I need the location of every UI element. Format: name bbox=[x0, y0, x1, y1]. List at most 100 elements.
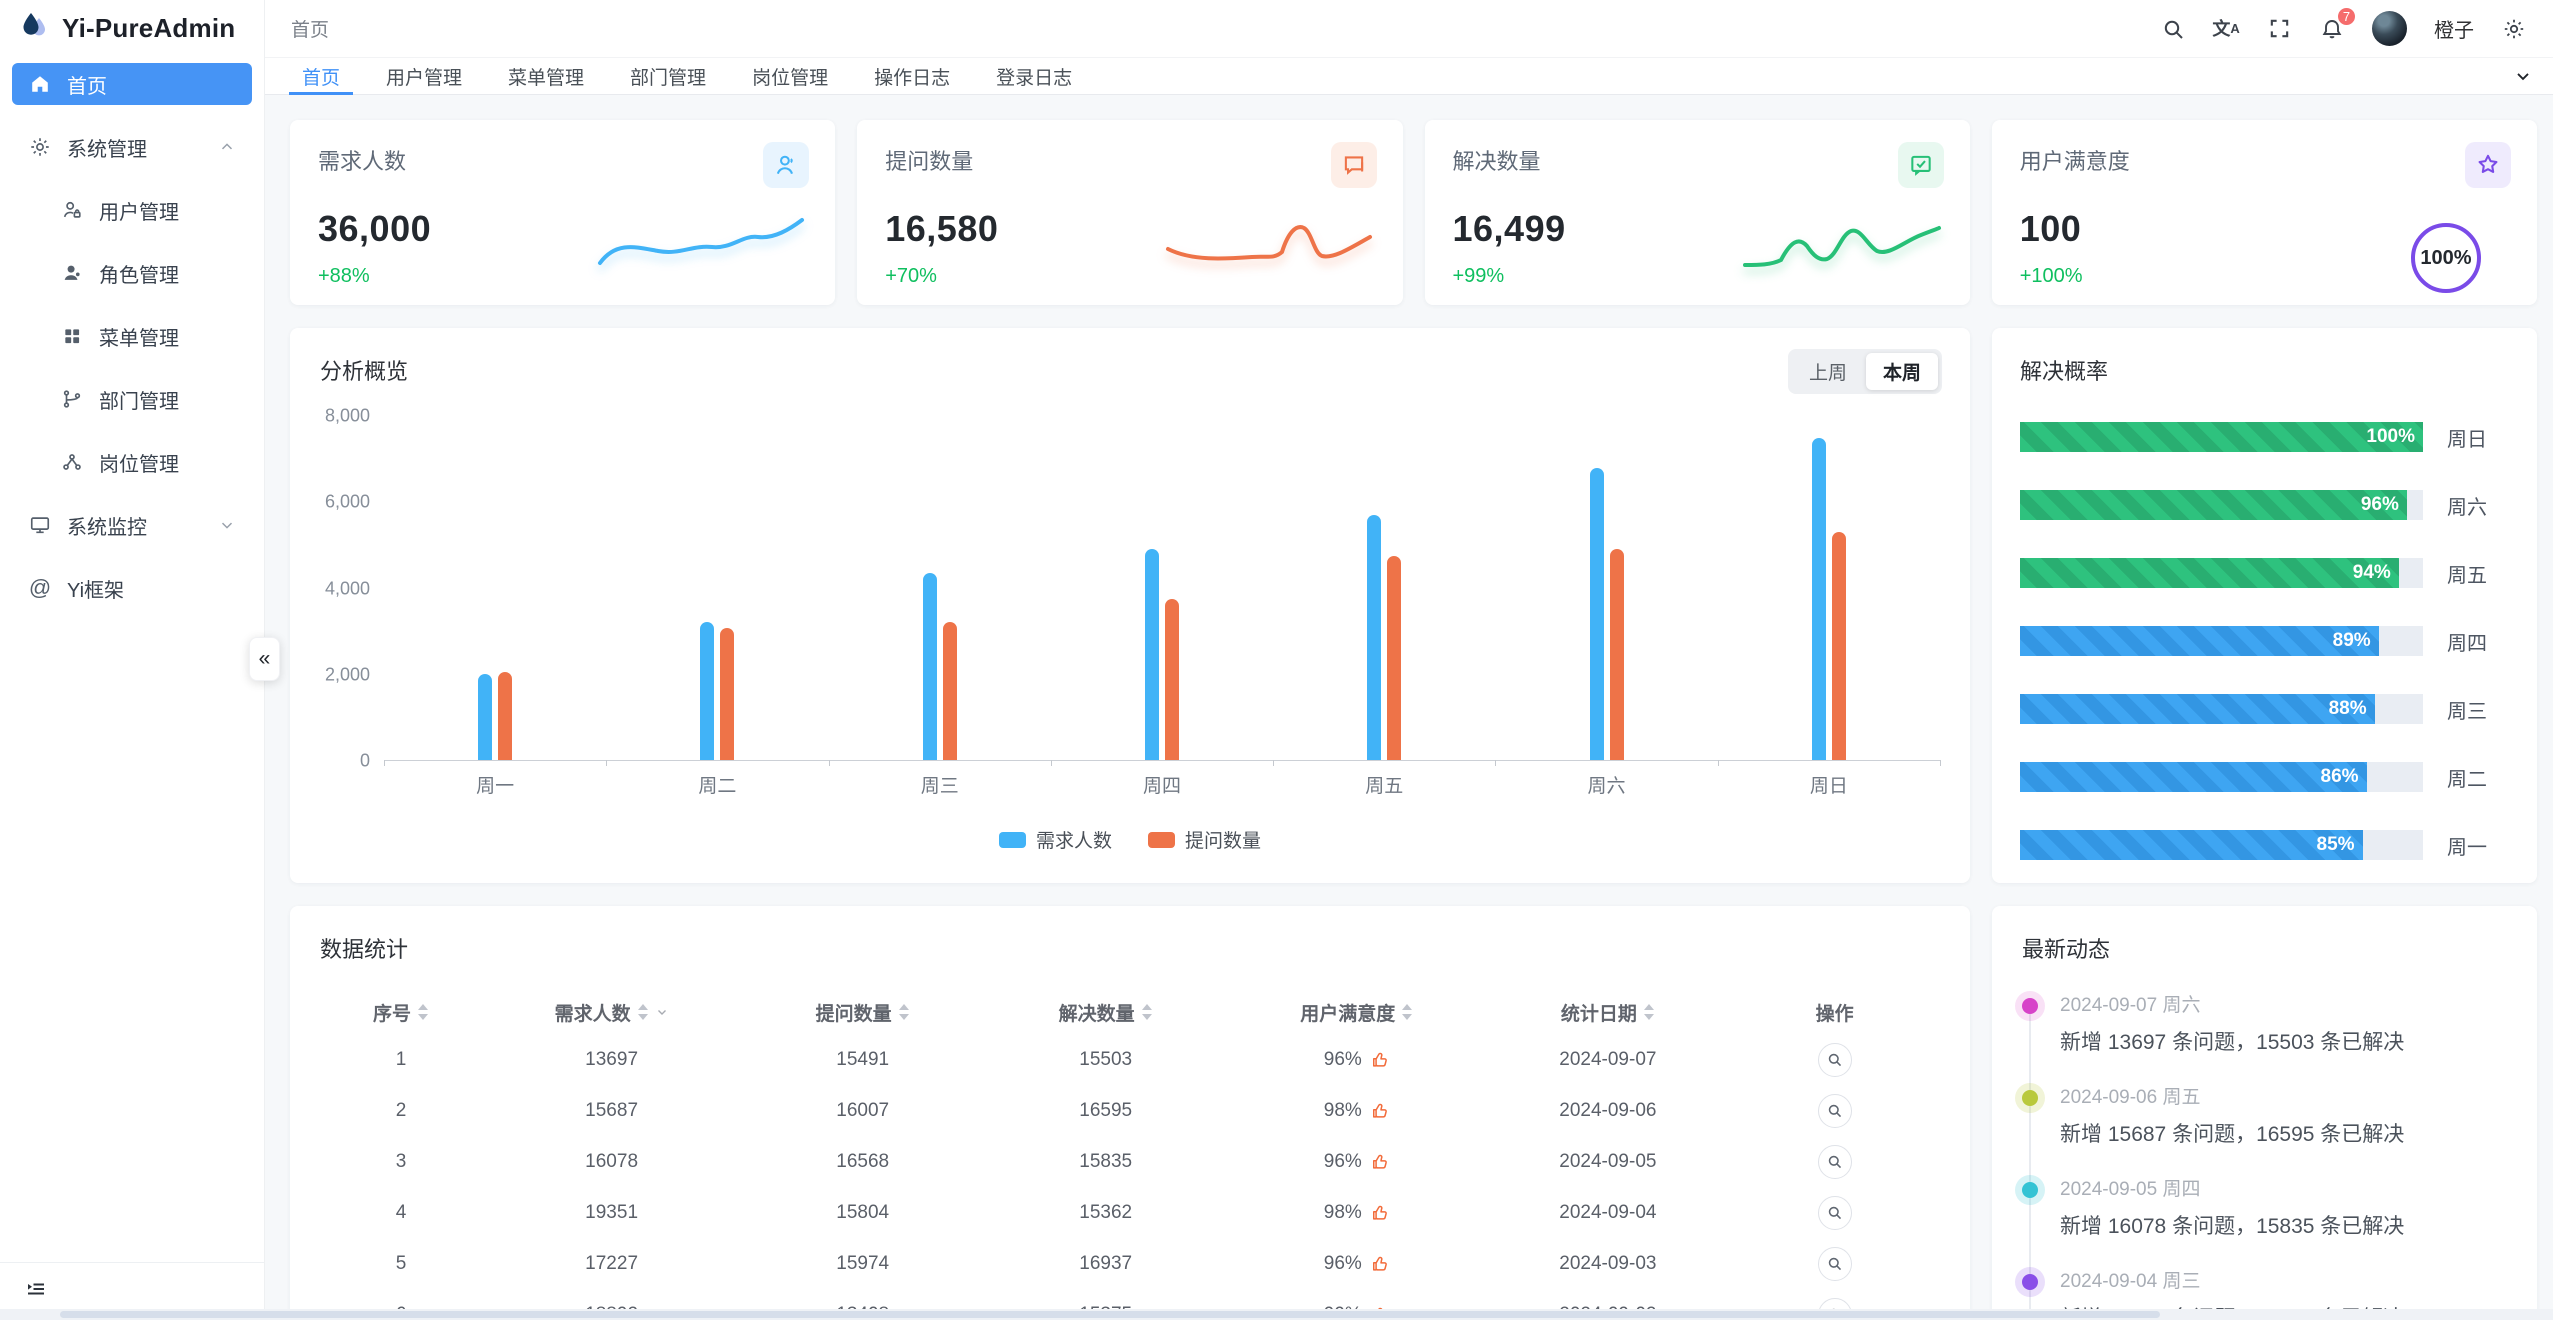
progress-track: 89% bbox=[2020, 626, 2423, 656]
toggle-上周[interactable]: 上周 bbox=[1808, 363, 1847, 384]
sidebar-item-label: 部门管理 bbox=[99, 390, 179, 413]
search-icon[interactable] bbox=[2160, 16, 2186, 42]
sort-carets-icon[interactable] bbox=[1643, 1004, 1655, 1020]
sidebar-item-system-management[interactable]: 系统管理 bbox=[12, 126, 252, 168]
sort-carets-icon[interactable] bbox=[1141, 1004, 1153, 1020]
legend-item-提问数量[interactable]: 提问数量 bbox=[1148, 826, 1261, 853]
notification-badge: 7 bbox=[2336, 5, 2357, 27]
date-cell: 2024-09-05 bbox=[1559, 1150, 1657, 1172]
operation-cell bbox=[1729, 1093, 1940, 1128]
notification-bell-icon[interactable]: 7 bbox=[2319, 5, 2357, 42]
sidebar-collapse-button[interactable]: « bbox=[249, 637, 280, 681]
sidebar-item-label: 用户管理 bbox=[99, 201, 179, 224]
column-header-统计日期[interactable]: 统计日期 bbox=[1486, 999, 1729, 1026]
chart-legend: 需求人数 提问数量 bbox=[320, 826, 1940, 853]
role-user-icon bbox=[60, 261, 84, 285]
tab-1[interactable]: 首页 bbox=[279, 58, 363, 95]
sidebar-item-menu-management[interactable]: 菜单管理 bbox=[12, 315, 252, 357]
legend-item-需求人数[interactable]: 需求人数 bbox=[998, 826, 1112, 853]
filter-chevron-icon[interactable] bbox=[655, 1005, 669, 1019]
sort-carets-icon[interactable] bbox=[637, 1004, 649, 1020]
table-cell: 1 bbox=[395, 1048, 407, 1070]
tab-7[interactable]: 登录日志 bbox=[996, 67, 1073, 89]
y-tick-label: 4,000 bbox=[324, 578, 370, 598]
satisfaction-cell: 96% bbox=[1227, 1049, 1486, 1071]
menu-grid-icon bbox=[60, 324, 84, 348]
tab-menu-chevron-icon[interactable] bbox=[2499, 58, 2547, 94]
sidebar-item-yi-framework[interactable]: @ Yi框架 bbox=[12, 567, 252, 609]
app-logo[interactable]: Yi-PureAdmin bbox=[0, 0, 264, 57]
table-cell: 15491 bbox=[836, 1048, 890, 1070]
column-header-用户满意度[interactable]: 用户满意度 bbox=[1227, 999, 1486, 1026]
thumbs-up-icon bbox=[1372, 1103, 1387, 1118]
stat-cards-row: 需求人数 36,000 +88% 提问数量 bbox=[290, 120, 2537, 305]
progress-row-周六: 96% 周六 bbox=[2020, 490, 2509, 520]
bar-需求人数 bbox=[1811, 437, 1826, 760]
tab-2[interactable]: 用户管理 bbox=[386, 67, 463, 89]
sidebar-fold-icon[interactable] bbox=[24, 1277, 48, 1306]
view-detail-button[interactable] bbox=[1817, 1246, 1852, 1281]
sort-carets-icon[interactable] bbox=[1401, 1004, 1413, 1020]
avatar[interactable] bbox=[2372, 11, 2407, 46]
view-detail-button[interactable] bbox=[1817, 1093, 1852, 1128]
axis-tick bbox=[384, 760, 385, 766]
legend-swatch bbox=[998, 831, 1026, 848]
progress-row-周日: 100% 周日 bbox=[2020, 422, 2509, 452]
sidebar-item-label: 菜单管理 bbox=[99, 327, 179, 350]
sidebar-item-system-monitor[interactable]: 系统监控 bbox=[12, 504, 252, 546]
column-header-序号[interactable]: 序号 bbox=[320, 999, 482, 1026]
username[interactable]: 橙子 bbox=[2434, 20, 2474, 42]
bar-groups bbox=[384, 416, 1940, 760]
view-detail-button[interactable] bbox=[1817, 1042, 1852, 1077]
progress-track: 96% bbox=[2020, 490, 2423, 520]
stat-delta: +70% bbox=[885, 265, 937, 287]
stat-delta: +100% bbox=[2019, 265, 2083, 287]
sort-carets-icon[interactable] bbox=[417, 1004, 429, 1020]
sidebar-item-home[interactable]: 首页 bbox=[12, 63, 252, 105]
table-cell: 16078 bbox=[585, 1150, 639, 1172]
view-detail-button[interactable] bbox=[1817, 1195, 1852, 1230]
sidebar-item-user-management[interactable]: 用户管理 bbox=[12, 189, 252, 231]
week-toggle: 上周 本周 bbox=[1787, 349, 1942, 394]
tab-5[interactable]: 岗位管理 bbox=[752, 67, 829, 89]
x-axis-label: 周一 bbox=[476, 776, 515, 797]
sidebar-item-department-management[interactable]: 部门管理 bbox=[12, 378, 252, 420]
axis-tick bbox=[1050, 760, 1052, 766]
toggle-本周[interactable]: 本周 bbox=[1865, 353, 1938, 390]
tab-3[interactable]: 菜单管理 bbox=[508, 67, 585, 89]
progress-row-周一: 85% 周一 bbox=[2020, 830, 2509, 860]
sidebar-item-label: 系统管理 bbox=[67, 138, 147, 161]
fullscreen-icon[interactable] bbox=[2266, 16, 2292, 42]
y-tick-label: 2,000 bbox=[324, 664, 370, 685]
timeline-date: 2024-09-07 周六 bbox=[2060, 995, 2201, 1016]
column-header-解决数量[interactable]: 解决数量 bbox=[984, 999, 1227, 1026]
waterdrop-logo-icon bbox=[18, 10, 50, 47]
sparkline-blue bbox=[598, 218, 805, 265]
dept-tree-icon bbox=[60, 387, 84, 411]
column-header-需求人数[interactable]: 需求人数 bbox=[482, 999, 741, 1026]
bar-提问数量 bbox=[720, 627, 735, 760]
horizontal-scrollbar[interactable] bbox=[0, 1309, 2553, 1320]
thumbs-up-icon bbox=[1372, 1154, 1387, 1169]
date-cell: 2024-09-04 bbox=[1559, 1201, 1657, 1223]
scrollbar-thumb[interactable] bbox=[60, 1311, 2160, 1318]
progress-label: 周三 bbox=[2447, 700, 2487, 723]
column-header-提问数量[interactable]: 提问数量 bbox=[741, 999, 984, 1026]
table-body: 1 13697 15491 15503 96% 2024-09-07 2 15687 16007… bbox=[320, 1034, 1940, 1320]
progress-label: 周日 bbox=[2447, 428, 2487, 451]
tab-4[interactable]: 部门管理 bbox=[630, 67, 707, 89]
stat-delta: +88% bbox=[318, 265, 370, 287]
y-tick-label: 0 bbox=[359, 750, 370, 771]
sidebar-item-post-management[interactable]: 岗位管理 bbox=[12, 441, 252, 483]
settings-gear-icon[interactable] bbox=[2501, 16, 2527, 42]
tab-6[interactable]: 操作日志 bbox=[874, 67, 951, 89]
view-detail-button[interactable] bbox=[1817, 1144, 1852, 1179]
bar-group-周日 bbox=[1718, 416, 1940, 760]
bar-y-axis: 8,000 6,000 4,000 2,000 0 bbox=[320, 406, 384, 771]
sort-carets-icon[interactable] bbox=[898, 1004, 910, 1020]
timeline-dot bbox=[2022, 1274, 2038, 1290]
tab-list: 首页 用户管理 菜单管理 部门管理 岗位管理 操作日志 登录日志 bbox=[279, 58, 1095, 95]
legend-swatch bbox=[1148, 831, 1175, 848]
sidebar-item-role-management[interactable]: 角色管理 bbox=[12, 252, 252, 294]
